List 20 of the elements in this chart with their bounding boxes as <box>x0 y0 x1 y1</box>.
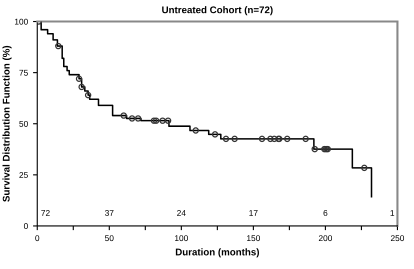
y-tick-label: 100 <box>14 18 28 25</box>
x-tick-label: 0 <box>35 235 40 242</box>
annotation: 24 <box>177 210 186 216</box>
y-tick-label: 75 <box>19 70 28 76</box>
y-tick-label: 50 <box>19 120 28 127</box>
x-axis-title: Duration (months) <box>176 248 259 258</box>
x-tick-label: 50 <box>104 235 114 242</box>
annotation: 6 <box>324 210 328 216</box>
annotation: 1 <box>390 210 394 216</box>
x-tick-label: 250 <box>390 235 404 242</box>
x-tick-label: 150 <box>247 235 260 242</box>
y-tick-label: 25 <box>19 172 28 178</box>
chart-title: Untreated Cohort (n=72) <box>162 6 273 16</box>
x-tick-label: 200 <box>318 235 332 242</box>
y-axis-title: Survival Distribution Function (%) <box>2 46 12 202</box>
y-tick-label: 0 <box>24 223 28 230</box>
annotation: 37 <box>104 210 114 216</box>
x-tick-label: 100 <box>175 235 188 242</box>
annotation: 17 <box>249 210 258 216</box>
annotation: 72 <box>41 210 50 216</box>
